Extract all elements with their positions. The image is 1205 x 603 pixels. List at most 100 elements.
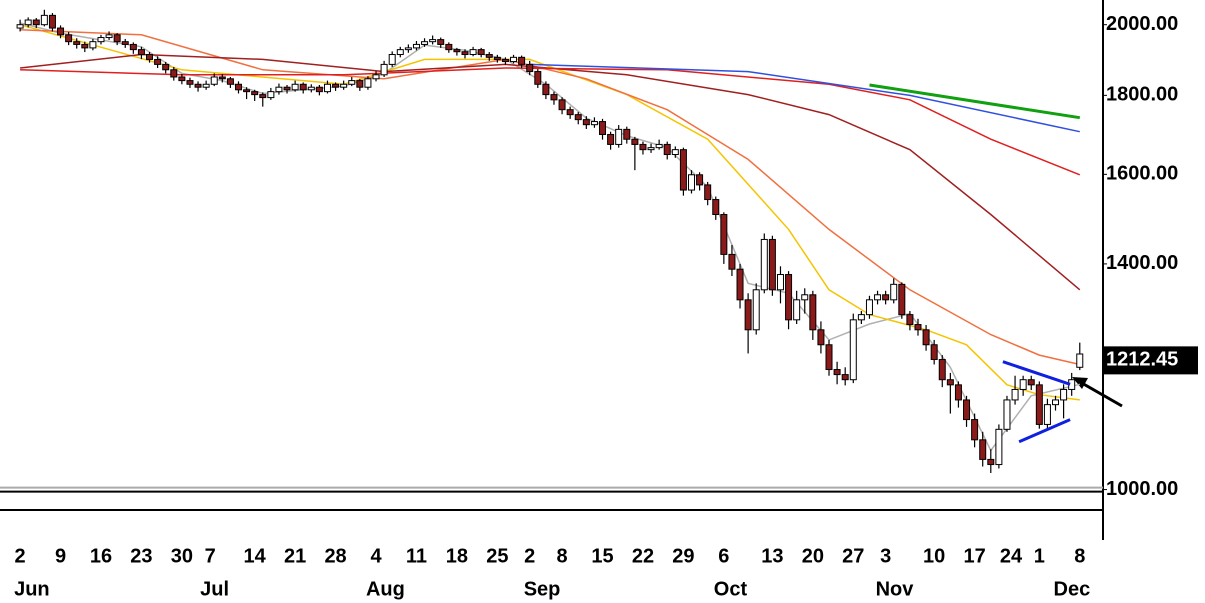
- x-tick-label: 10: [923, 545, 945, 567]
- candle-body: [40, 14, 48, 26]
- candle-body: [129, 43, 137, 51]
- moving-average: [20, 28, 1080, 366]
- x-tick-label: 24: [1000, 545, 1023, 567]
- candle-body: [1019, 379, 1027, 390]
- candle-body: [599, 121, 607, 135]
- candle-body: [1060, 388, 1068, 401]
- month-label: Oct: [714, 578, 748, 600]
- candle-body: [81, 43, 89, 49]
- candle-body: [607, 133, 615, 145]
- candle-body: [679, 149, 687, 191]
- month-label: Nov: [876, 578, 915, 600]
- candle-body: [1052, 399, 1060, 406]
- candle-body: [493, 56, 501, 60]
- candle-body: [429, 39, 437, 43]
- candle-body: [566, 109, 574, 116]
- x-tick-label: 22: [632, 545, 654, 567]
- moving-average: [529, 63, 1080, 133]
- candle-body: [105, 34, 113, 39]
- moving-average: [869, 83, 1081, 120]
- candle-body: [655, 143, 663, 149]
- candle-body: [89, 41, 97, 49]
- candle-body: [1003, 399, 1011, 430]
- candle-body: [113, 34, 121, 43]
- x-tick-label: 1: [1034, 545, 1045, 567]
- x-tick-label: 17: [963, 545, 985, 567]
- x-tick-label: 20: [802, 545, 824, 567]
- moving-average: [19, 23, 1080, 401]
- candle-body: [364, 78, 372, 88]
- candle-body: [752, 289, 760, 331]
- x-tick-label: 13: [761, 545, 783, 567]
- candle-body: [582, 119, 590, 126]
- candle-body: [251, 91, 259, 96]
- candle-body: [744, 299, 752, 331]
- candle-body: [485, 54, 493, 58]
- x-tick-label: 30: [171, 545, 193, 567]
- month-label: Dec: [1054, 578, 1091, 600]
- candle-body: [267, 91, 275, 99]
- candle-body: [24, 19, 32, 26]
- candle-body: [202, 83, 210, 88]
- candle-body: [1027, 379, 1035, 386]
- candle-body: [857, 314, 865, 321]
- x-tick-label: 21: [284, 545, 306, 567]
- x-tick-label: 2: [15, 545, 26, 567]
- candle-body: [388, 54, 396, 65]
- moving-average: [20, 67, 1081, 176]
- y-tick-label: 1400.00: [1106, 252, 1178, 274]
- candle-body: [510, 56, 518, 63]
- candle-body: [469, 49, 477, 56]
- candle-body: [590, 121, 598, 126]
- x-tick-label: 16: [90, 545, 112, 567]
- candle-body: [631, 138, 639, 145]
- candle-body: [623, 128, 631, 140]
- candle-body: [404, 47, 412, 51]
- x-tick-label: 8: [557, 545, 568, 567]
- last-price-box: [1104, 346, 1198, 375]
- candle-body: [372, 74, 380, 80]
- x-tick-label: 23: [130, 545, 152, 567]
- candle-body: [210, 76, 218, 85]
- y-tick-label: 1800.00: [1106, 84, 1178, 106]
- arrow-head: [1072, 377, 1088, 389]
- x-tick-label: 6: [718, 545, 729, 567]
- candle-body: [154, 58, 162, 65]
- x-tick-label: 3: [880, 545, 891, 567]
- candle-body: [16, 24, 24, 29]
- candle-body: [218, 76, 226, 80]
- candle-body: [323, 83, 331, 93]
- candle-body: [178, 76, 186, 82]
- candle-body: [421, 41, 429, 45]
- trendline: [1002, 360, 1071, 386]
- candle-body: [801, 294, 809, 301]
- moving-average: [20, 53, 1081, 291]
- trendline: [1018, 418, 1071, 444]
- candle-body: [412, 43, 420, 49]
- candle-body: [930, 344, 938, 361]
- candle-body: [809, 294, 817, 331]
- candle-body: [315, 86, 323, 93]
- candle-body: [874, 294, 882, 301]
- candle-body: [938, 359, 946, 381]
- candle-body: [356, 80, 364, 88]
- candle-body: [639, 143, 647, 151]
- candle-body: [890, 283, 898, 301]
- candle-body: [712, 199, 720, 216]
- candle-body: [720, 214, 728, 255]
- x-tick-label: 4: [370, 545, 382, 567]
- candle-body: [696, 174, 704, 186]
- x-tick-label: 7: [205, 545, 216, 567]
- candle-body: [65, 34, 73, 43]
- candle-body: [186, 80, 194, 85]
- candle-body: [882, 294, 890, 301]
- candle-body: [477, 49, 485, 56]
- candle-body: [914, 324, 922, 331]
- candle-body: [849, 319, 857, 381]
- candle-body: [833, 369, 841, 376]
- candle-body: [121, 41, 129, 45]
- candle-body: [170, 69, 178, 78]
- candle-body: [259, 94, 267, 99]
- candle-body: [793, 299, 801, 321]
- x-tick-label: 8: [1074, 545, 1085, 567]
